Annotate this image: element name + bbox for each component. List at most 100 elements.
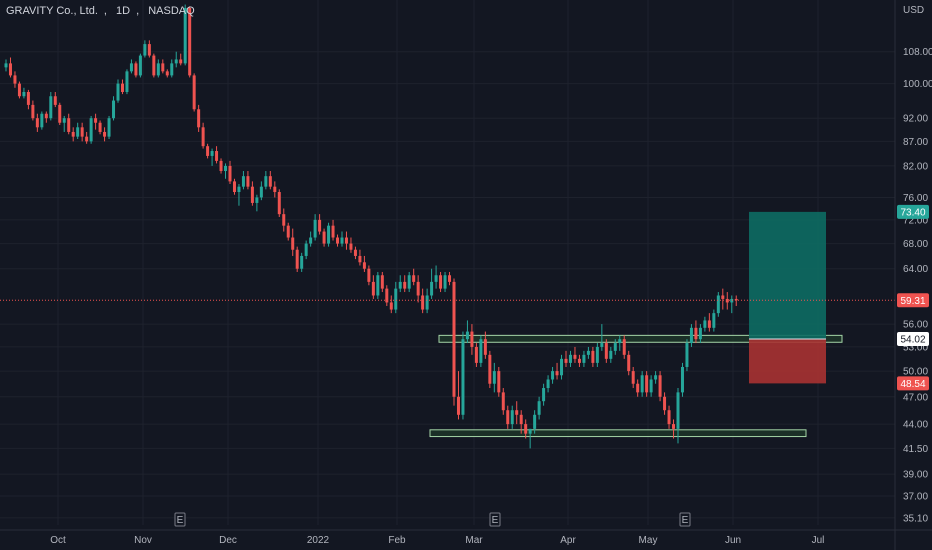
- candle-body: [156, 63, 160, 76]
- candle-body: [443, 275, 447, 289]
- candle-body: [134, 63, 138, 76]
- candle: [555, 362, 559, 380]
- candle: [403, 275, 407, 293]
- candle: [336, 234, 340, 247]
- y-tick-label: 47.00: [903, 392, 928, 403]
- candle-body: [568, 354, 572, 363]
- candle-body: [237, 186, 241, 193]
- candle: [309, 231, 313, 247]
- earnings-marker[interactable]: E: [679, 512, 691, 527]
- position-tool[interactable]: [749, 211, 826, 384]
- candle: [591, 346, 595, 367]
- candle: [349, 237, 353, 253]
- candle-body: [492, 371, 496, 384]
- candle-body: [403, 281, 407, 289]
- candle-body: [501, 392, 505, 411]
- candle: [689, 324, 693, 347]
- candle-body: [434, 275, 438, 282]
- candle: [259, 181, 263, 201]
- candle: [582, 350, 586, 367]
- candle-body: [206, 146, 210, 156]
- candle-body: [327, 225, 331, 244]
- candle: [138, 53, 142, 78]
- resistance-zone[interactable]: [438, 334, 843, 343]
- candle: [94, 113, 98, 130]
- candle: [425, 288, 429, 314]
- candle: [35, 113, 39, 132]
- y-tick-label: 92.00: [903, 114, 928, 125]
- candle-body: [277, 192, 281, 215]
- symbol-separator-1: ,: [103, 5, 107, 17]
- candle-body: [430, 281, 434, 296]
- candle: [595, 343, 599, 367]
- candle: [465, 320, 469, 344]
- candle: [412, 268, 416, 286]
- candle-body: [640, 375, 644, 393]
- candle-body: [716, 295, 720, 314]
- candle-body: [555, 371, 559, 376]
- candle-body: [250, 186, 254, 203]
- candle: [371, 275, 375, 299]
- candle: [152, 53, 156, 78]
- candle: [537, 396, 541, 420]
- candle: [542, 383, 546, 406]
- stop-zone[interactable]: [749, 339, 826, 384]
- target-zone[interactable]: [749, 211, 826, 340]
- y-tick-label: 39.00: [903, 470, 928, 481]
- candle-body: [707, 320, 711, 328]
- candle-body: [389, 302, 393, 310]
- stop-price-tag-text: 48.54: [900, 379, 925, 390]
- candle-body: [680, 366, 684, 393]
- earnings-marker[interactable]: E: [174, 512, 186, 527]
- y-tick-label: 68.00: [903, 239, 928, 250]
- earnings-marker[interactable]: E: [489, 512, 501, 527]
- candle-body: [627, 354, 631, 372]
- candle-body: [595, 346, 599, 363]
- candle-body: [282, 214, 286, 226]
- candle-body: [318, 219, 322, 232]
- time-axis[interactable]: Oct Nov Dec 2022 Feb Mar Apr May Jun Jul: [0, 529, 932, 546]
- candle-body: [613, 343, 617, 351]
- candle: [640, 371, 644, 397]
- candle: [658, 371, 662, 402]
- candle: [577, 354, 581, 367]
- candle: [680, 362, 684, 397]
- candle: [407, 271, 411, 293]
- candle: [448, 271, 452, 286]
- candle: [416, 275, 420, 303]
- candle-body: [340, 237, 344, 244]
- candle-body: [622, 339, 626, 355]
- candle-body: [465, 331, 469, 340]
- candle: [13, 71, 17, 88]
- target-price-tag: 73.40: [897, 204, 929, 219]
- candle: [215, 146, 219, 164]
- candle-body: [371, 281, 375, 296]
- candle-body: [112, 100, 116, 119]
- candle: [304, 240, 308, 260]
- candle: [318, 214, 322, 235]
- y-tick-label: 37.00: [903, 491, 928, 502]
- candle: [147, 40, 151, 58]
- price-axis[interactable]: 108.00 100.00 92.00 87.00 82.00 76.00 72.00 68.…: [894, 0, 932, 550]
- candle: [40, 111, 44, 130]
- candle: [201, 122, 205, 149]
- y-tick-label: 44.00: [903, 420, 928, 431]
- candle: [89, 115, 93, 144]
- candle: [286, 222, 290, 241]
- candle-body: [67, 118, 71, 132]
- candle-body: [439, 275, 443, 289]
- candle-body: [165, 71, 169, 76]
- candle-body: [353, 249, 357, 256]
- candle: [85, 131, 89, 144]
- earnings-marker-box: [679, 512, 691, 527]
- candle: [192, 73, 196, 112]
- candle: [71, 127, 75, 142]
- candle-body: [120, 83, 124, 92]
- x-tick-label: Jul: [812, 535, 825, 546]
- x-tick-label: Dec: [219, 535, 237, 546]
- candle: [120, 79, 124, 95]
- support-zone[interactable]: [429, 429, 807, 438]
- candle-body: [358, 255, 362, 263]
